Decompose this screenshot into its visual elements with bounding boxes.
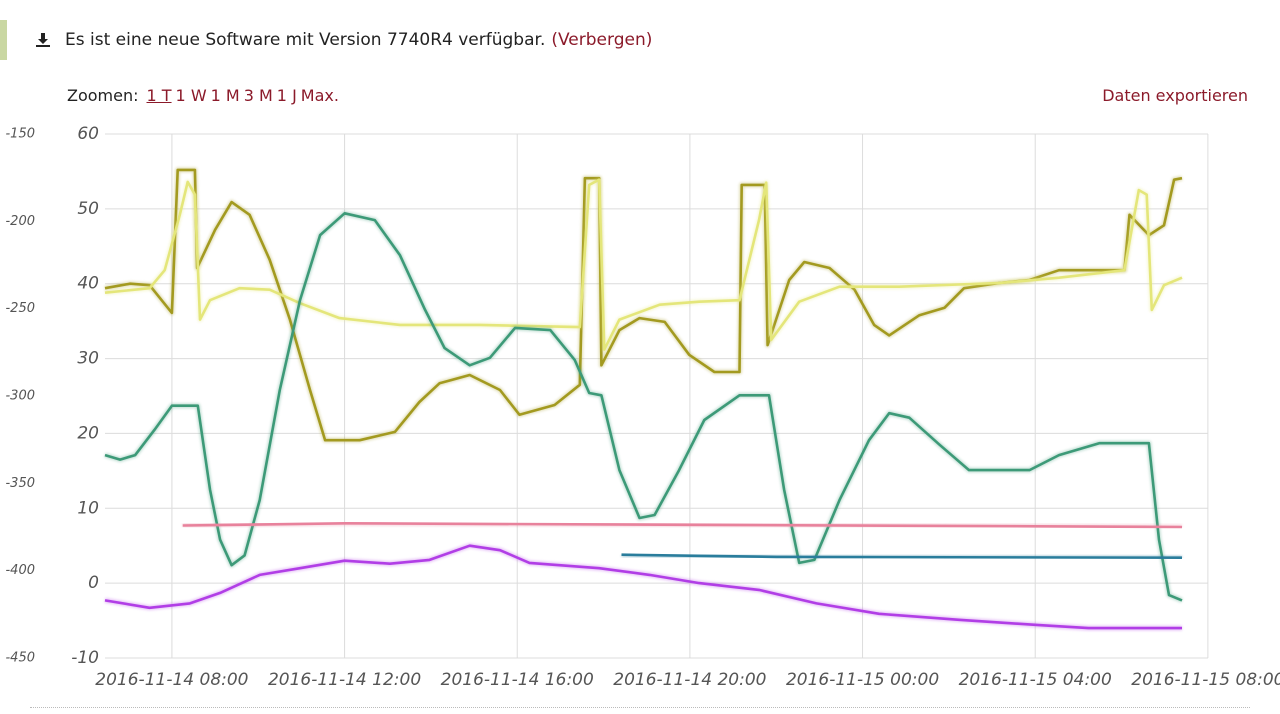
series-glow bbox=[104, 177, 1183, 353]
series-line bbox=[104, 544, 1182, 630]
update-banner: Es ist eine neue Software mit Version 77… bbox=[0, 20, 1280, 60]
y-tick-label: 0 bbox=[88, 573, 99, 593]
series-glow bbox=[104, 210, 1183, 603]
x-tick-label: 2016-11-15 08:00 bbox=[1131, 670, 1280, 690]
y2-tick-label: -300 bbox=[5, 389, 35, 404]
y-tick-label: 20 bbox=[77, 423, 99, 443]
zoom-option[interactable]: 3 M bbox=[243, 86, 273, 105]
series-line bbox=[104, 178, 1183, 351]
hide-link[interactable]: (Verbergen) bbox=[551, 30, 653, 50]
y-tick-label: -10 bbox=[71, 648, 99, 668]
x-tick-label: 2016-11-14 20:00 bbox=[613, 670, 766, 690]
zoom-option[interactable]: 1 T bbox=[146, 86, 172, 105]
separator bbox=[30, 707, 1250, 708]
download-icon bbox=[36, 33, 50, 47]
y2-tick-label: -400 bbox=[5, 563, 35, 578]
y2-tick-label: -450 bbox=[5, 651, 35, 666]
zoom-option[interactable]: 1 M bbox=[210, 86, 240, 105]
series-line bbox=[182, 522, 1183, 529]
x-tick-label: 2016-11-14 08:00 bbox=[95, 670, 248, 690]
update-message: Es ist eine neue Software mit Version 77… bbox=[65, 30, 546, 50]
series-line bbox=[621, 553, 1183, 559]
y-tick-label: 50 bbox=[77, 199, 99, 219]
x-tick-label: 2016-11-15 04:00 bbox=[959, 670, 1112, 690]
y-tick-label: 10 bbox=[77, 498, 99, 518]
export-link[interactable]: Daten exportieren bbox=[1102, 86, 1248, 105]
zoom-option[interactable]: Max. bbox=[300, 86, 339, 105]
y-tick-label: 60 bbox=[77, 124, 99, 144]
y-tick-label: 30 bbox=[77, 349, 99, 369]
series-glow bbox=[104, 167, 1183, 443]
zoom-option[interactable]: 1 W bbox=[175, 86, 207, 105]
x-tick-label: 2016-11-15 00:00 bbox=[786, 670, 939, 690]
y2-tick-label: -150 bbox=[5, 127, 35, 142]
series-line bbox=[104, 212, 1183, 602]
series-line bbox=[104, 168, 1183, 442]
zoom-label: Zoomen: bbox=[67, 86, 139, 105]
x-tick-label: 2016-11-14 12:00 bbox=[268, 670, 421, 690]
y2-tick-label: -350 bbox=[5, 476, 35, 491]
y2-tick-label: -200 bbox=[5, 214, 35, 229]
x-tick-label: 2016-11-14 16:00 bbox=[441, 670, 594, 690]
y-tick-label: 40 bbox=[77, 274, 99, 294]
y2-tick-label: -250 bbox=[5, 301, 35, 316]
zoom-option[interactable]: 1 J bbox=[276, 86, 297, 105]
